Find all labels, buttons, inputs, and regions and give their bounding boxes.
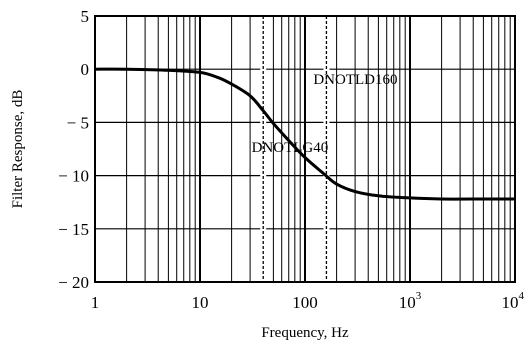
y-tick-label: 0 — [81, 60, 90, 79]
x-tick-base: 10 — [502, 293, 519, 312]
response-curve — [94, 67, 515, 201]
annotations: DNOTLG40 DNOTLD160 — [252, 72, 398, 156]
x-tick-base: 10 — [399, 293, 416, 312]
y-tick-label: − 20 — [58, 273, 89, 292]
y-tick-label: − 5 — [67, 113, 89, 132]
x-tick-exponent: 4 — [519, 290, 525, 302]
grid — [95, 16, 515, 282]
plot-frame — [94, 15, 516, 283]
x-tick-labels: 1 10 100 103 104 — [91, 290, 525, 312]
x-tick-label: 100 — [292, 293, 318, 312]
y-tick-label: 5 — [81, 7, 90, 26]
series-layer — [94, 67, 515, 201]
reference-line-label: DNOTLD160 — [313, 72, 397, 88]
x-tick-base: 10 — [192, 293, 209, 312]
reference-lines — [260, 16, 330, 282]
x-tick-label: 104 — [502, 290, 525, 312]
y-tick-label: − 10 — [58, 167, 89, 186]
x-axis-label: Frequency, Hz — [261, 325, 349, 341]
x-tick-base: 100 — [292, 293, 318, 312]
x-tick-exponent: 3 — [416, 290, 422, 302]
x-tick-label: 10 — [192, 293, 209, 312]
x-tick-base: 1 — [91, 293, 100, 312]
y-axis-label: Filter Response, dB — [10, 90, 26, 209]
y-tick-labels: 5 0 − 5 − 10 − 15 − 20 — [58, 7, 89, 292]
x-tick-label: 103 — [399, 290, 422, 312]
x-tick-label: 1 — [91, 293, 100, 312]
y-tick-label: − 15 — [58, 220, 89, 239]
reference-line-label: DNOTLG40 — [252, 140, 329, 156]
